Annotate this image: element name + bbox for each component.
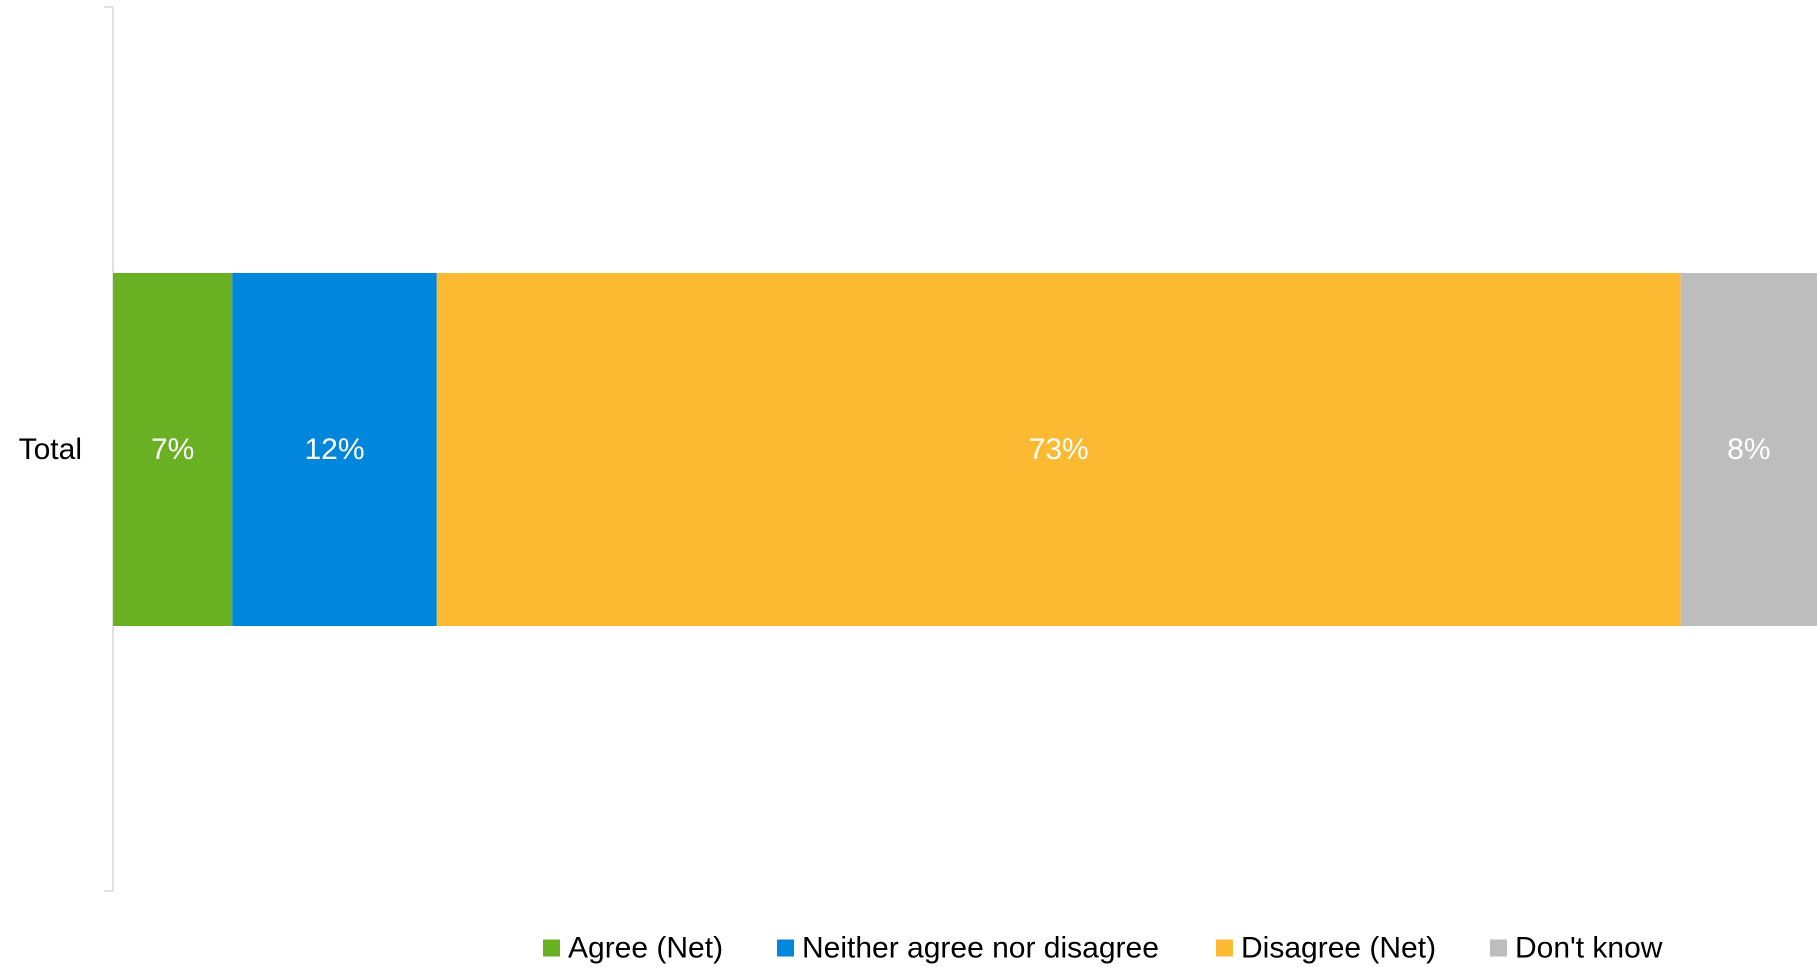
- data-label: 8%: [1727, 433, 1770, 466]
- legend-label: Neither agree nor disagree: [802, 932, 1159, 965]
- bar-segment: [232, 273, 437, 626]
- bars-layer: [113, 273, 1817, 626]
- legend-swatch: [1216, 939, 1233, 957]
- legend: Agree (Net) Neither agree nor disagree Dis…: [543, 932, 1663, 965]
- data-label: 73%: [1029, 433, 1089, 466]
- bar-segment: [113, 273, 233, 626]
- bar-segment: [1680, 273, 1817, 626]
- legend-swatch: [1490, 939, 1507, 957]
- legend-item: Neither agree nor disagree: [777, 932, 1159, 965]
- legend-label: Disagree (Net): [1241, 932, 1436, 965]
- legend-item: Agree (Net): [543, 932, 723, 965]
- legend-item: Don't know: [1490, 932, 1663, 965]
- legend-item: Disagree (Net): [1216, 932, 1436, 965]
- bar-segment: [436, 273, 1681, 626]
- legend-label: Don't know: [1515, 932, 1663, 965]
- axis-layer: Total: [19, 6, 114, 892]
- data-label: 7%: [151, 433, 194, 466]
- data-label: 12%: [304, 433, 364, 466]
- category-label: Total: [19, 433, 82, 466]
- data-labels-layer: 7% 12% 73% 8%: [151, 433, 1771, 466]
- legend-label: Agree (Net): [568, 932, 723, 965]
- legend-swatch: [543, 939, 560, 957]
- legend-swatch: [777, 939, 794, 957]
